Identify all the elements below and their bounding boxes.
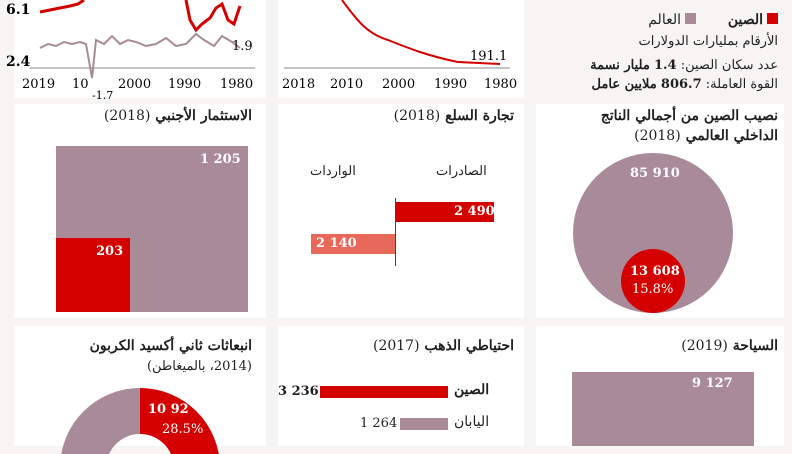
gdp-title-line2: الداخلي العالمي (2018) (634, 128, 778, 144)
legend-world-swatch (685, 13, 696, 24)
x-tick-1980: 1980 (484, 77, 517, 92)
gdp-percent: 15.8% (632, 282, 674, 297)
labor-info: القوة العاملة: 806.7 ملايين عامل (592, 77, 778, 92)
tourism-title: السياحة (2019) (681, 338, 778, 354)
fdi-world-value: 1 205 (200, 152, 241, 167)
label-world-min: -1.7 (92, 89, 113, 102)
labor-label: القوة العاملة: (705, 77, 778, 92)
gdp-title-line1: نصيب الصين من أجمالي الناتج (600, 108, 778, 124)
legend-china: الصين (728, 12, 778, 28)
tourism-title-text: السياحة (732, 338, 778, 354)
gold-title-text: احتياطي الذهب (424, 338, 514, 354)
tourism-value: 9 127 (692, 376, 733, 391)
fdi-title-text: الاستثمار الأجنبي (155, 108, 252, 124)
x-tick-2000: 2000 (118, 77, 151, 92)
x-tick-2018: 2018 (282, 77, 315, 92)
gold-china-name: الصين (454, 382, 490, 398)
gdp-china-value: 13 608 (630, 264, 680, 279)
gold-japan-name: اليابان (454, 414, 490, 430)
label-world-1980: 1.9 (232, 39, 253, 54)
x-tick-10: 10 (72, 77, 89, 92)
gdp-title-line2-text: الداخلي العالمي (685, 128, 778, 144)
tourism-square (572, 372, 754, 446)
gdp-china-circle (621, 249, 685, 313)
x-tick-1990: 1990 (168, 77, 201, 92)
legend-china-swatch (767, 13, 778, 24)
population-label: عدد سكان الصين: (680, 58, 778, 73)
trade-imports-value: 2 140 (316, 236, 357, 251)
series-china-line-2 (184, 0, 242, 33)
x-tick-2000: 2000 (382, 77, 415, 92)
gold-china-value: 3 236 (278, 384, 319, 399)
gdp-world-circle (573, 153, 733, 313)
legend-china-label: الصين (727, 12, 763, 28)
share-line (341, 0, 501, 65)
co2-subtitle: (2014، بالميغاطن) (146, 359, 252, 374)
x-tick-2019: 2019 (22, 77, 55, 92)
series-world-line (39, 32, 241, 79)
fdi-china-square (56, 238, 130, 312)
unit-note: الأرقام بمليارات الدولارات (638, 34, 778, 49)
panel-growth (14, 0, 266, 98)
population-value: 1.4 (653, 58, 677, 73)
fdi-title: الاستثمار الأجنبي (2018) (104, 108, 252, 124)
growth-chart: 6.1 2.4 -1.7 1.9 2019 10 2000 1990 1980 (6, 0, 255, 102)
trade-imports-label: الواردات (310, 164, 356, 179)
co2-percent: 28.5% (162, 422, 204, 437)
co2-donut (61, 388, 219, 454)
trade-axis (395, 198, 396, 266)
co2-china-arc (140, 388, 219, 454)
fdi-china-value: 203 (96, 244, 124, 259)
population-unit: مليار نسمة (590, 58, 650, 73)
labor-value: 806.7 (660, 77, 702, 92)
trade-imports-bar (311, 234, 395, 254)
trade-exports-value: 2 490 (454, 204, 495, 219)
co2-world-arc (61, 388, 140, 454)
share-end-label: 191.1 (470, 49, 507, 64)
population-info: عدد سكان الصين: 1.4 مليار نسمة (590, 58, 778, 73)
fdi-year: (2018) (103, 108, 151, 124)
co2-china-value: 10 92 (148, 402, 189, 417)
panel-share-line (278, 0, 524, 98)
gdp-world-value: 85 910 (630, 166, 680, 181)
trade-title: تجارة السلع (2018) (394, 108, 514, 124)
series-china-line (39, 0, 85, 14)
trade-exports-label: الصادرات (436, 164, 487, 179)
x-tick-1990: 1990 (434, 77, 467, 92)
gold-japan-bar (400, 418, 448, 430)
tourism-year: (2019) (681, 338, 728, 354)
trade-title-text: تجارة السلع (445, 108, 514, 124)
labor-unit: ملايين عامل (591, 77, 657, 92)
label-world-latest: 2.4 (6, 54, 31, 70)
gdp-year: (2018) (634, 128, 681, 144)
label-china-latest: 6.1 (6, 2, 30, 18)
x-tick-2010: 2010 (330, 77, 363, 92)
trade-exports-bar (396, 202, 494, 222)
x-tick-1980: 1980 (220, 77, 253, 92)
gold-year: (2017) (372, 338, 420, 354)
gold-japan-value: 1 264 (360, 416, 398, 431)
trade-year: (2018) (393, 108, 441, 124)
gold-title: احتياطي الذهب (2017) (373, 338, 514, 354)
legend-world: العالم (648, 12, 696, 28)
gold-china-bar (320, 386, 448, 398)
legend-world-label: العالم (648, 12, 681, 28)
co2-title: انبعاثات ثاني أكسيد الكربون (89, 338, 252, 354)
gdp-circles (573, 153, 733, 313)
share-line-chart: 191.1 2018 2010 2000 1990 1980 (282, 0, 517, 92)
